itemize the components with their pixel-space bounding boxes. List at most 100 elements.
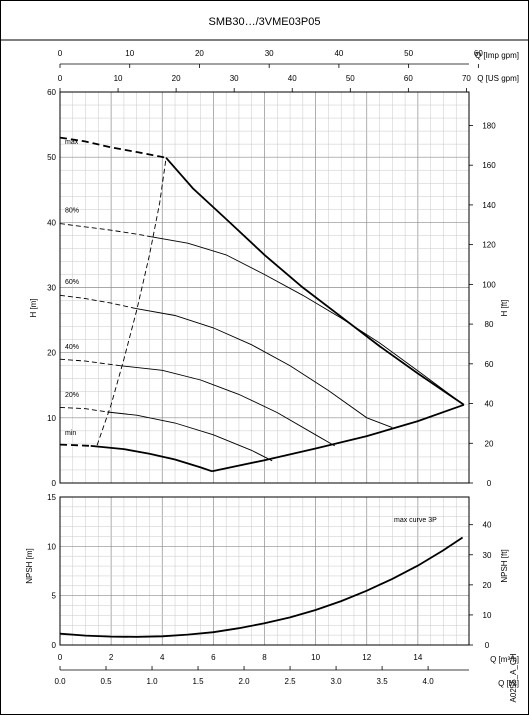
curve-label: 80%: [65, 208, 79, 215]
flow-ls-tick-label: 0.0: [54, 677, 66, 686]
head-ft-tick-label: 60: [485, 360, 494, 369]
npsh-ft-tick-label: 20: [483, 581, 492, 590]
head-ft-tick-label: 100: [482, 280, 496, 289]
npsh-ft-tick-label: 10: [483, 611, 492, 620]
flow-ls-tick-label: 3.5: [377, 677, 389, 686]
us-gpm-tick-label: 20: [172, 74, 181, 83]
npsh-curve-max: [59, 536, 464, 638]
head-tick-label: 60: [47, 88, 56, 97]
flow-ls-axis-label: Q [l/s]: [498, 679, 519, 688]
head-plot-frame: [59, 91, 470, 484]
curve-60pct-solid: [135, 307, 393, 429]
curve-max-dashed: [59, 136, 167, 159]
flow-ls-tick-label: 2.5: [285, 677, 297, 686]
curve-label: 40%: [65, 344, 79, 351]
us-gpm-tick-label: 60: [404, 74, 413, 83]
flow-ls-tick-label: 2.0: [238, 677, 250, 686]
us-gpm-tick-label: 40: [288, 74, 297, 83]
npsh-ft-axis-label: NPSH [ft]: [500, 549, 509, 582]
head-ft-tick-label: 120: [482, 241, 496, 250]
imp-gpm-tick-label: 40: [334, 49, 343, 58]
curve-20pct-dashed: [59, 406, 108, 413]
npsh-ft-tick-label: 30: [483, 551, 492, 560]
curve-80pct-dashed: [59, 223, 151, 238]
head-curves: [59, 136, 465, 473]
npsh-plot-frame: [59, 496, 470, 646]
flow-m3h-tick-label: 4: [160, 653, 165, 662]
head-ft-tick-label: 160: [482, 161, 496, 170]
curve-label: 20%: [65, 392, 79, 399]
top-axis-us-gpm-label: Q [US gpm]: [477, 74, 519, 83]
curve-20pct-solid: [107, 411, 273, 462]
head-ft-tick-label: 180: [482, 121, 496, 130]
imp-gpm-tick-label: 20: [195, 49, 204, 58]
npsh-tick-label: 0: [52, 641, 57, 650]
flow-m3h-tick-label: 12: [362, 653, 371, 662]
curve-label: min: [65, 430, 76, 437]
head-ft-tick-label: 0: [487, 479, 492, 488]
us-gpm-tick-label: 10: [114, 74, 123, 83]
imp-gpm-tick-label: 30: [265, 49, 274, 58]
npsh-ft-tick-label: 40: [483, 521, 492, 530]
imp-gpm-tick-label: 0: [58, 49, 63, 58]
flow-ls-tick-label: 0.5: [100, 677, 112, 686]
curve-label: max: [65, 139, 79, 146]
imp-gpm-tick-label: 60: [474, 49, 483, 58]
npsh-panel: 0 5 10 15 0 10 20 30 40 0 2 4 6 8 10 12 14 0.0 0.5 1.0 1.5 2.…: [25, 493, 519, 702]
npsh-tick-label: 10: [47, 542, 56, 551]
curve-60pct-dashed: [59, 294, 136, 309]
curve-40pct-dashed: [59, 358, 121, 367]
head-axis-label: H [m]: [29, 298, 38, 317]
curve-max-solid: [165, 157, 465, 406]
flow-ls-tick-label: 1.0: [146, 677, 158, 686]
imp-gpm-tick-label: 10: [125, 49, 134, 58]
imp-gpm-tick-label: 50: [404, 49, 413, 58]
npsh-curves: [59, 536, 464, 638]
head-tick-label: 40: [47, 218, 56, 227]
npsh-axis-label: NPSH [m]: [25, 548, 34, 584]
head-ft-tick-label: 40: [485, 400, 494, 409]
us-gpm-tick-label: 50: [346, 74, 355, 83]
curve-80pct-solid: [150, 236, 465, 406]
flow-m3h-axis-label: Q [m³/h]: [490, 655, 519, 664]
head-ft-tick-label: 140: [482, 201, 496, 210]
flow-ls-tick-label: 4.0: [423, 677, 435, 686]
us-gpm-tick-label: 30: [230, 74, 239, 83]
head-tick-label: 20: [47, 349, 56, 358]
flow-m3h-tick-label: 6: [211, 653, 216, 662]
head-ft-tick-label: 20: [485, 439, 494, 448]
npsh-annotation: max curve 3P: [394, 517, 437, 524]
head-tick-label: 30: [47, 284, 56, 293]
curve-system-solid: [211, 403, 465, 473]
chart-title: SMB30…/3VME03P05: [209, 16, 321, 28]
curve-label: 60%: [65, 279, 79, 286]
flow-ls-tick-label: 3.0: [331, 677, 343, 686]
flow-m3h-tick-label: 2: [109, 653, 114, 662]
npsh-tick-label: 5: [52, 592, 57, 601]
flow-m3h-tick-label: 14: [413, 653, 422, 662]
npsh-tick-labels: 0 5 10 15 0 10 20 30 40 0 2 4 6 8 10 12 14 0.0 0.5 1.0 1.5 2.…: [47, 493, 492, 686]
head-ft-axis-label: H [ft]: [500, 300, 509, 317]
us-gpm-tick-label: 0: [58, 74, 63, 83]
curve-min-dashed: [59, 443, 91, 447]
curve-40pct-solid: [120, 365, 336, 447]
npsh-ft-tick-label: 0: [485, 641, 490, 650]
top-axis-imp-gpm-label: Q [Imp gpm]: [475, 51, 519, 60]
flow-m3h-tick-label: 10: [311, 653, 320, 662]
flow-m3h-tick-label: 8: [262, 653, 267, 662]
figure-code: A0255_A_CH: [509, 653, 518, 702]
curve-min-solid: [90, 445, 213, 473]
npsh-tick-label: 15: [47, 493, 56, 502]
flow-ls-tick-label: 1.5: [192, 677, 204, 686]
head-tick-label: 10: [47, 414, 56, 423]
head-tick-label: 50: [47, 153, 56, 162]
curve-min-flow-dashed: [96, 157, 167, 446]
us-gpm-tick-label: 70: [462, 74, 471, 83]
head-tick-label: 0: [52, 479, 57, 488]
head-curve-labels: max 80% 60% 40% 20% min: [65, 139, 79, 437]
flow-m3h-tick-label: 0: [58, 653, 63, 662]
head-ft-tick-label: 80: [485, 320, 494, 329]
